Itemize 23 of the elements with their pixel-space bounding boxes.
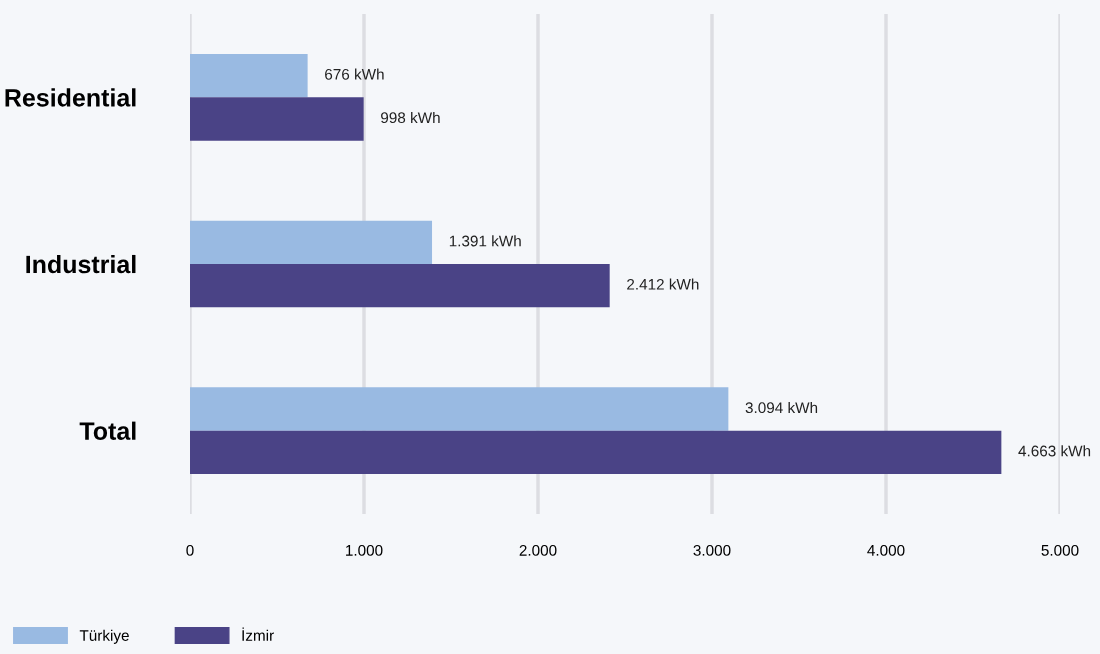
data-label: 998 kWh xyxy=(381,111,440,124)
y-tick-label: Industrial xyxy=(26,254,136,274)
bar xyxy=(190,220,433,264)
bar xyxy=(190,387,729,431)
x-tick-label: 0 xyxy=(186,544,194,556)
bar xyxy=(190,430,1002,474)
x-tick-label: 3.000 xyxy=(693,544,731,556)
legend-label: Türkiye xyxy=(79,629,129,644)
x-tick-label: 2.000 xyxy=(519,544,557,556)
x-tick-label: 4.000 xyxy=(867,544,905,556)
bar xyxy=(190,54,308,98)
legend-label: İzmir xyxy=(242,627,274,641)
y-tick-label: Total xyxy=(79,421,136,440)
data-label: 676 kWh xyxy=(325,68,384,80)
data-label: 3.094 kWh xyxy=(745,401,818,414)
data-label: 1.391 kWh xyxy=(449,235,521,247)
x-tick-label: 5.000 xyxy=(1041,544,1079,556)
bar xyxy=(190,97,364,141)
data-label: 2.412 kWh xyxy=(627,278,699,290)
y-tick-label: Residential xyxy=(5,88,136,107)
bar xyxy=(190,264,610,308)
data-label: 4.663 kWh xyxy=(1018,445,1091,457)
x-tick-label: 1.000 xyxy=(346,544,383,556)
